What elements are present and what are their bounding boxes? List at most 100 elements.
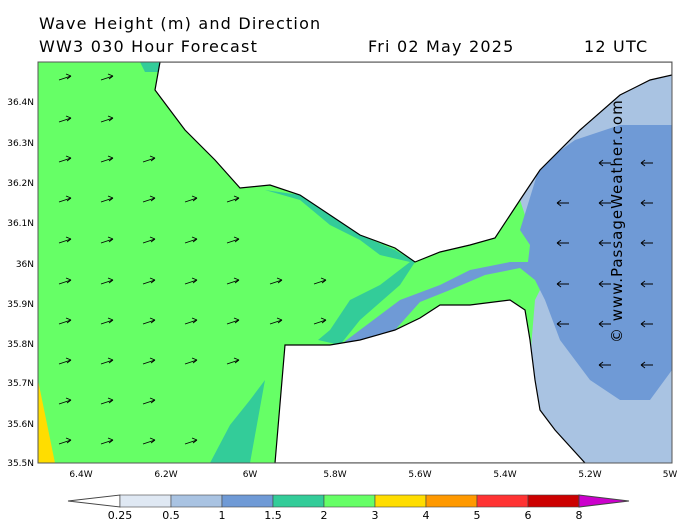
legend-swatch — [425, 494, 478, 508]
forecast-date: Fri 02 May 2025 — [368, 37, 515, 56]
wave-arrow — [184, 277, 198, 285]
wave-arrow — [58, 236, 72, 244]
legend-tick-label: 6 — [525, 509, 532, 522]
lat-label: 36.1N — [7, 219, 34, 229]
wave-arrow — [58, 437, 72, 445]
wave-arrow — [640, 239, 653, 247]
wave-arrow — [598, 159, 611, 167]
wave-arrow — [142, 357, 156, 365]
lon-label: 5.4W — [493, 470, 516, 480]
legend-tick-label: 1.5 — [264, 509, 282, 522]
wave-arrow — [184, 317, 198, 325]
wave-arrow — [100, 357, 114, 365]
lon-label: 5.8W — [323, 470, 346, 480]
lon-label: 6.4W — [69, 470, 92, 480]
legend-swatch — [527, 494, 580, 508]
map-title: Wave Height (m) and Direction — [39, 14, 322, 33]
wave-arrow — [640, 320, 653, 328]
legend-overflow — [578, 494, 630, 508]
wave-arrow — [100, 195, 114, 203]
wave-zone-yellow — [38, 380, 55, 463]
legend-swatch — [170, 494, 223, 508]
wave-arrow — [556, 280, 569, 288]
legend-tick-label: 2 — [321, 509, 328, 522]
lon-label: 6W — [243, 470, 258, 480]
legend-tick-label: 1 — [219, 509, 226, 522]
wave-arrow — [226, 277, 240, 285]
legend-tick-label: 4 — [423, 509, 430, 522]
wave-zone-teal-south — [210, 380, 265, 463]
wave-arrow — [184, 437, 198, 445]
lat-label: 35.8N — [7, 340, 34, 350]
wave-arrow — [100, 277, 114, 285]
lat-label: 35.6N — [7, 420, 34, 430]
wave-arrow — [58, 397, 72, 405]
lat-label: 36.4N — [7, 98, 34, 108]
wave-arrow — [58, 155, 72, 163]
land-spain — [154, 62, 672, 263]
wave-arrow — [142, 155, 156, 163]
legend-swatch — [374, 494, 427, 508]
wave-arrow — [184, 357, 198, 365]
lon-label: 5.6W — [408, 470, 431, 480]
wave-arrow — [313, 317, 327, 325]
wave-arrow — [142, 236, 156, 244]
wave-arrow — [142, 277, 156, 285]
wave-arrow — [142, 317, 156, 325]
lat-label: 35.9N — [7, 300, 34, 310]
lon-label: 6.2W — [154, 470, 177, 480]
lon-label: 5W — [663, 470, 678, 480]
map-frame — [37, 61, 673, 464]
wave-arrow — [100, 317, 114, 325]
legend-underflow — [67, 494, 121, 508]
wave-arrow — [556, 320, 569, 328]
legend-tick-label: 5 — [474, 509, 481, 522]
legend-swatch — [221, 494, 274, 508]
wave-arrow — [226, 357, 240, 365]
longitude-axis: 6.4W 6.2W 6W 5.8W 5.6W 5.4W 5.2W 5W — [69, 470, 677, 480]
wave-arrow — [556, 199, 569, 207]
wave-arrow — [100, 155, 114, 163]
legend-swatch — [272, 494, 325, 508]
legend-tick-label: 0.5 — [162, 509, 180, 522]
wave-arrow — [58, 357, 72, 365]
wave-arrow — [640, 199, 653, 207]
wave-arrow — [100, 437, 114, 445]
lat-label: 35.5N — [7, 459, 34, 469]
lat-label: 35.7N — [7, 379, 34, 389]
wave-arrow — [100, 73, 114, 81]
wave-arrow — [58, 73, 72, 81]
wave-zone-mid-blue — [340, 125, 672, 400]
wave-arrow — [58, 277, 72, 285]
legend-swatch — [119, 494, 172, 508]
wave-arrow — [269, 317, 283, 325]
legend-tick-label: 3 — [372, 509, 379, 522]
land-morocco — [274, 299, 586, 463]
legend-swatch — [323, 494, 376, 508]
wave-arrow — [598, 239, 611, 247]
wave-arrow — [226, 195, 240, 203]
wave-arrow — [142, 437, 156, 445]
legend-tick-label: 8 — [576, 509, 583, 522]
wave-arrow — [269, 277, 283, 285]
wave-arrow — [184, 236, 198, 244]
wave-arrow — [226, 236, 240, 244]
credit-text: © www.PassageWeather.com — [608, 99, 626, 343]
wave-arrow — [58, 317, 72, 325]
wave-arrow — [640, 361, 653, 369]
wave-arrow — [58, 115, 72, 123]
lat-label: 36.2N — [7, 179, 34, 189]
lon-label: 5.2W — [578, 470, 601, 480]
wave-arrow — [598, 361, 611, 369]
wave-arrow — [313, 277, 327, 285]
wave-arrow — [598, 320, 611, 328]
latitude-axis: 36.4N 36.3N 36.2N 36.1N 36N 35.9N 35.8N … — [7, 98, 34, 469]
wave-arrow — [640, 159, 653, 167]
wave-arrow — [142, 397, 156, 405]
wave-arrow — [100, 236, 114, 244]
legend-tick-label: 0.25 — [108, 509, 133, 522]
wave-arrow — [142, 195, 156, 203]
forecast-time: 12 UTC — [584, 37, 649, 56]
forecast-label: WW3 030 Hour Forecast — [39, 37, 259, 56]
